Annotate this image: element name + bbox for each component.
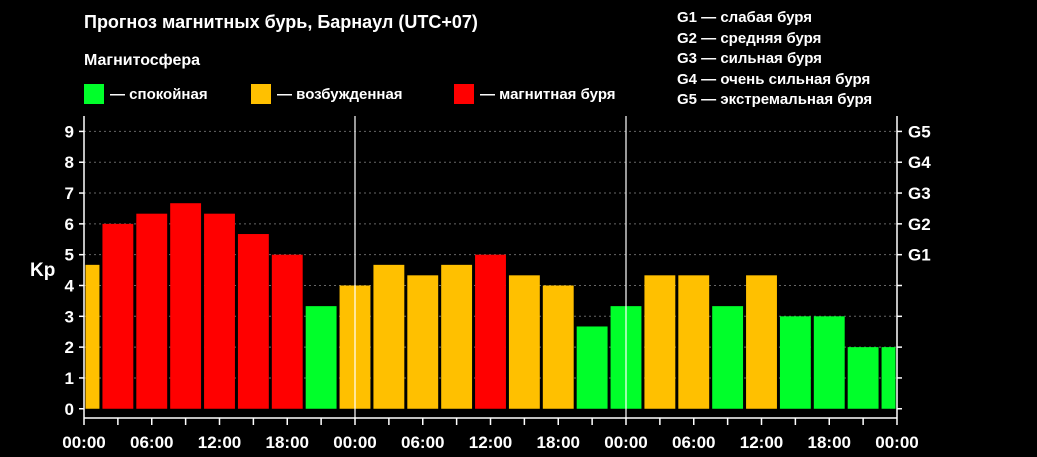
y-axis-label: Kp [30, 260, 55, 281]
g-legend-item: G4 — очень сильная буря [677, 70, 871, 88]
kp-bar [847, 347, 879, 409]
kp-bar [813, 316, 845, 409]
y-tick-label: 4 [65, 276, 75, 295]
g-tick-label: G3 [908, 184, 931, 203]
kp-bar [204, 213, 235, 409]
kp-bar [678, 275, 710, 409]
kp-bar [170, 203, 202, 409]
y-tick-label: 2 [65, 338, 74, 357]
kp-bar [475, 254, 506, 409]
x-tick-label: 00:00 [333, 433, 376, 452]
kp-bar [779, 316, 811, 409]
kp-bar [373, 264, 405, 409]
y-tick-label: 8 [65, 153, 74, 172]
x-tick-label: 06:00 [672, 433, 715, 452]
y-tick-label: 3 [65, 307, 74, 326]
x-tick-label: 12:00 [469, 433, 512, 452]
g-tick-label: G1 [908, 246, 931, 265]
legend-title: Магнитосфера [84, 52, 201, 69]
g-legend-item: G3 — сильная буря [677, 50, 822, 67]
g-tick-label: G2 [908, 215, 931, 234]
x-tick-label: 18:00 [808, 433, 851, 452]
x-tick-label: 18:00 [266, 433, 309, 452]
kp-bar [407, 275, 439, 409]
kp-bar [542, 285, 574, 409]
kp-bar [85, 264, 100, 409]
g-legend-item: G1 — слабая буря [677, 9, 813, 26]
y-tick-label: 9 [65, 122, 74, 141]
y-tick-label: 0 [65, 400, 74, 419]
x-tick-label: 00:00 [62, 433, 105, 452]
kp-bar [305, 306, 337, 409]
x-tick-label: 06:00 [401, 433, 444, 452]
kp-bar [576, 326, 608, 409]
legend-label-quiet: — спокойная [110, 85, 208, 103]
x-tick-label: 06:00 [130, 433, 173, 452]
legend-item-active: — возбужденная [251, 84, 403, 104]
legend-swatch-storm [454, 84, 474, 104]
g-scale-legend: G1 — слабая буря G2 — средняя буря G3 — … [677, 8, 872, 111]
x-tick-label: 00:00 [875, 433, 918, 452]
g-legend-item: G5 — экстремальная буря [677, 91, 873, 108]
legend-label-storm: — магнитная буря [480, 85, 616, 103]
x-tick-label: 18:00 [537, 433, 580, 452]
kp-bar [237, 234, 269, 409]
y-tick-label: 6 [65, 215, 74, 234]
x-tick-label: 00:00 [604, 433, 647, 452]
kp-bar [712, 306, 744, 409]
g-tick-label: G5 [908, 122, 931, 141]
chart-title: Прогноз магнитных бурь, Барнаул (UTC+07) [84, 12, 478, 32]
kp-bar [508, 275, 540, 409]
kp-bar [881, 347, 896, 409]
legend-item-quiet: — спокойная [84, 84, 208, 104]
y-tick-label: 5 [65, 246, 74, 265]
kp-bar [102, 223, 134, 409]
legend-swatch-quiet [84, 84, 104, 104]
y-tick-label: 7 [65, 184, 74, 203]
legend-item-storm: — магнитная буря [454, 84, 616, 104]
legend-swatch-active [251, 84, 271, 104]
kp-bar [746, 275, 777, 409]
g-legend-item: G2 — средняя буря [677, 29, 822, 47]
x-tick-label: 12:00 [740, 433, 783, 452]
y-tick-label: 1 [65, 369, 74, 388]
x-tick-label: 12:00 [198, 433, 241, 452]
kp-bar [271, 254, 303, 409]
g-tick-label: G4 [908, 153, 931, 172]
kp-bar [136, 213, 168, 409]
kp-bar [644, 275, 676, 409]
legend-label-active: — возбужденная [277, 85, 403, 103]
kp-bar [441, 264, 473, 409]
